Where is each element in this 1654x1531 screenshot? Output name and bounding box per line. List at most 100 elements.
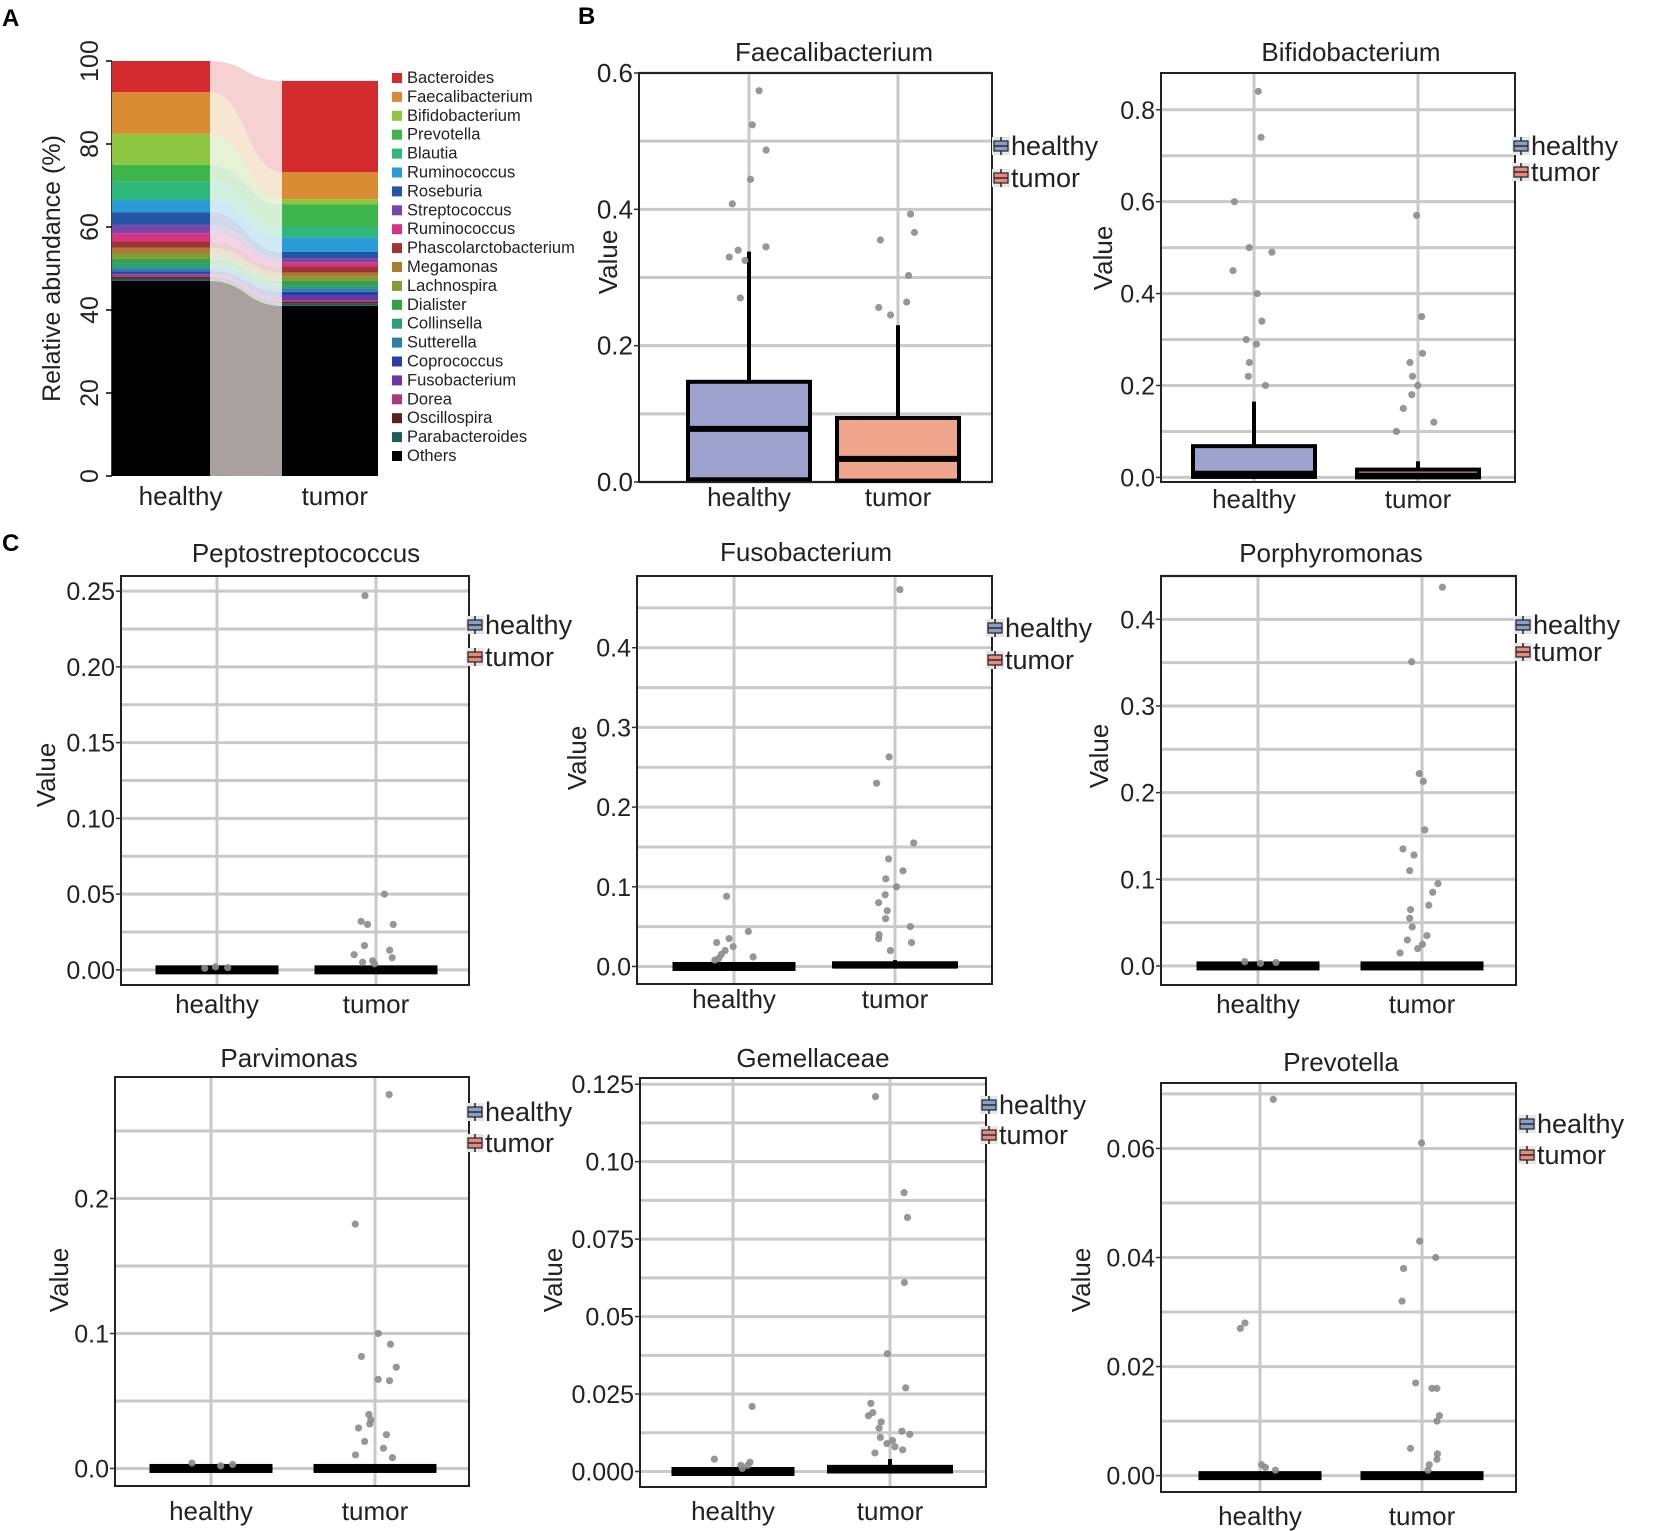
data-point-tumor — [1433, 1455, 1441, 1463]
data-point-tumor — [385, 1377, 394, 1385]
y-tick-label: 0.06 — [1106, 1135, 1155, 1163]
data-point-tumor — [1398, 1297, 1406, 1305]
stacked-bar-segment-tumor-faecalibacterium — [282, 172, 378, 200]
alluvial-link-faecalibacterium — [210, 92, 282, 200]
stacked-bar-segment-tumor-parabacteroides — [282, 303, 378, 306]
data-point-tumor — [906, 210, 915, 218]
data-point-tumor — [888, 1436, 897, 1445]
data-point-tumor — [385, 1090, 393, 1099]
data-point-tumor — [892, 883, 901, 891]
y-tick-label: 0.0 — [597, 467, 633, 497]
stacked-bar-segment-healthy-blautia — [112, 181, 210, 201]
data-point-tumor — [354, 1424, 363, 1432]
y-tick-label: 0.4 — [1120, 606, 1155, 634]
stacked-bar-segment-healthy-lachnospira — [112, 253, 210, 259]
alluvial-link-collinsella — [210, 263, 282, 289]
stacked-bar-segment-tumor-sutterella — [282, 288, 378, 292]
data-point-tumor — [891, 1443, 899, 1451]
legend-swatch — [392, 375, 402, 386]
data-point-tumor — [1392, 427, 1401, 436]
x-tick-label: healthy — [691, 1496, 775, 1526]
box-plot-panel-fusobacterium: 0.0 0.1 0.2 0.3 0.4 Value Fusobacterium healthy… — [562, 537, 1093, 1014]
y-tick-label: 0.0 — [1120, 464, 1155, 492]
data-point-tumor — [357, 917, 365, 925]
data-point-tumor — [392, 1363, 400, 1371]
alluvial-link-ruminococcus — [210, 200, 282, 252]
y-tick-label: 0.0 — [1120, 953, 1155, 981]
stacked-bar-segment-tumor-bifidobacterium — [282, 199, 378, 205]
alluvial-link-phascolarctobacterium — [210, 241, 282, 273]
y-axis-label: Value — [44, 1248, 74, 1313]
data-point-tumor — [902, 1384, 910, 1392]
legend-label: Dialister — [407, 296, 467, 314]
alluvial-link-parabacteroides — [210, 278, 282, 306]
legend-swatch — [392, 299, 402, 310]
data-point-tumor — [875, 934, 883, 943]
data-point-tumor — [881, 891, 889, 899]
chart-title: Prevotella — [1283, 1047, 1399, 1077]
data-point-tumor — [882, 915, 890, 923]
stacked-bar-segment-tumor-ruminococcus — [282, 262, 378, 267]
stacked-bar-segment-tumor-lachnospira — [282, 276, 378, 281]
data-point-tumor — [867, 1399, 875, 1407]
legend-label: healthy — [485, 1097, 573, 1127]
data-point-healthy — [1257, 133, 1265, 141]
data-point-healthy — [723, 892, 731, 900]
legend-label: tumor — [485, 1128, 554, 1158]
x-tick-label: tumor — [865, 482, 932, 512]
data-point-tumor — [374, 1329, 382, 1338]
data-point-healthy — [1241, 1319, 1249, 1327]
stacked-bar-segment-healthy-parabacteroides — [112, 278, 210, 281]
alluvial-link-coprococcus — [210, 271, 282, 296]
y-tick-label: 0.4 — [597, 194, 633, 224]
data-point-tumor — [1434, 880, 1442, 888]
legend-swatch — [392, 148, 402, 159]
x-tick-label: healthy — [1212, 484, 1296, 514]
data-point-tumor — [906, 923, 915, 931]
y-tick-label: 0.000 — [571, 1459, 634, 1487]
plot-frame — [638, 72, 993, 483]
legend-label: healthy — [1011, 131, 1099, 161]
x-tick-label: healthy — [1216, 989, 1300, 1019]
data-point-tumor — [876, 1433, 884, 1442]
stacked-bar-segment-healthy-ruminococcus — [112, 233, 210, 242]
legend-label: Ruminococcus — [407, 220, 515, 238]
data-point-tumor — [1433, 1384, 1441, 1392]
data-point-tumor — [1406, 358, 1414, 367]
data-point-healthy — [748, 1402, 756, 1411]
stacked-bar-segment-healthy-roseburia — [112, 212, 210, 225]
stacked-bar-segment-tumor-dorea — [282, 300, 378, 302]
y-tick-label: 0.25 — [66, 578, 115, 606]
data-point-tumor — [906, 1430, 914, 1438]
data-point-tumor — [1406, 1444, 1415, 1452]
y-tick-label: 0.2 — [1120, 372, 1155, 400]
legend-label: Dorea — [407, 390, 453, 408]
data-point-healthy — [1252, 340, 1261, 348]
data-point-healthy — [713, 938, 721, 947]
data-point-tumor — [380, 890, 389, 898]
x-tick-label: tumor — [342, 1496, 409, 1526]
y-tick-label: 0.3 — [1120, 693, 1155, 721]
y-tick-label: 0.1 — [596, 874, 631, 902]
stacked-bar-segment-tumor-phascolarctobacterium — [282, 266, 378, 273]
data-point-tumor — [1417, 1139, 1426, 1147]
plot-frame — [1160, 1082, 1517, 1493]
x-tick-label: healthy — [707, 482, 791, 512]
legend-label: healthy — [1537, 1109, 1625, 1139]
stacked-bar-segment-tumor-megamonas — [282, 272, 378, 277]
legend-label: tumor — [1533, 637, 1602, 667]
data-point-tumor — [1430, 418, 1438, 426]
data-point-tumor — [386, 1340, 395, 1348]
legend-swatch — [392, 394, 402, 405]
y-tick-label: 0.4 — [596, 635, 631, 663]
box-tumor — [1360, 1471, 1484, 1481]
data-point-tumor — [1403, 936, 1411, 944]
data-point-tumor — [1408, 372, 1417, 380]
legend-label: Coprococcus — [407, 353, 503, 371]
chart-title: Parvimonas — [220, 1043, 357, 1073]
data-point-healthy — [1254, 87, 1262, 95]
stacked-bar-segment-healthy-dialister — [112, 258, 210, 264]
data-point-tumor — [1410, 851, 1418, 859]
legend-label: tumor — [1005, 645, 1074, 675]
